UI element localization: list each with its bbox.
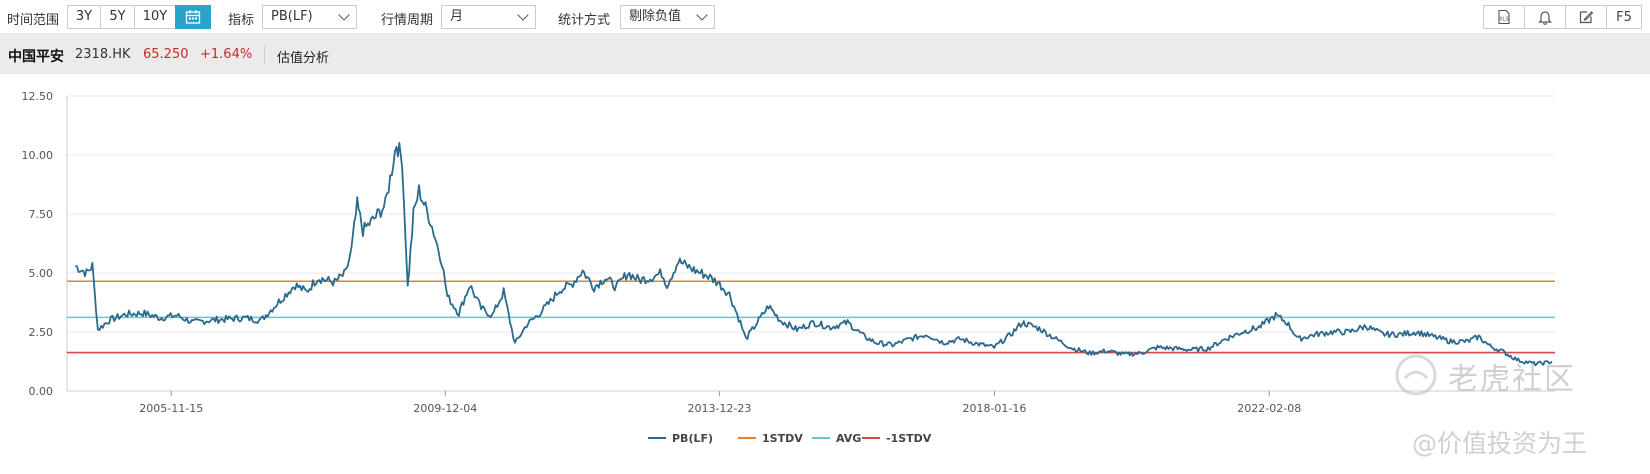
chart-series — [67, 142, 1555, 367]
stat-method-select[interactable]: 剔除负值 — [620, 5, 715, 29]
xls-export-icon: XLS — [1498, 9, 1510, 25]
x-axis: 2005-11-15 2009-12-04 2013-12-23 2018-01-16… — [67, 390, 1555, 415]
toolbar: 时间范围 3Y 5Y 10Y 指标 PB(LF) 行情周期 月 统计方式 剔除负… — [0, 0, 1650, 34]
range-10y-button[interactable]: 10Y — [134, 5, 176, 29]
chevron-down-icon — [338, 9, 350, 21]
bell-icon — [1538, 11, 1552, 25]
chart-grid — [67, 95, 1555, 392]
stat-method-select-value: 剔除负值 — [629, 9, 682, 24]
edit-icon — [1579, 11, 1594, 24]
y-axis: 12.50 10.00 7.50 5.00 2.50 0.00 — [22, 90, 68, 398]
legend-item-1stdv[interactable]: -1STDV — [862, 432, 932, 445]
x-tick-label: 2022-02-08 — [1237, 402, 1301, 415]
period-select-value: 月 — [450, 9, 464, 24]
indicator-label: 指标 — [228, 13, 255, 28]
chart-legend: PB(LF) 1STDV AVG -1STDV — [648, 432, 932, 445]
indicator-select[interactable]: PB(LF) — [262, 5, 357, 29]
legend-item-pblf[interactable]: PB(LF) — [648, 432, 713, 445]
time-range-selector: 3Y 5Y 10Y — [67, 5, 211, 29]
alert-button[interactable] — [1524, 5, 1566, 29]
x-tick-label: 2018-01-16 — [962, 402, 1026, 415]
legend-label: -1STDV — [886, 432, 932, 445]
calendar-button[interactable] — [175, 5, 211, 29]
export-xls-button[interactable]: XLS — [1483, 5, 1525, 29]
refresh-f5-button[interactable]: F5 — [1606, 5, 1642, 29]
series-pb-lf-line — [75, 142, 1553, 367]
stock-price: 65.250 — [143, 47, 189, 62]
y-tick-label: 12.50 — [22, 90, 54, 103]
legend-label: 1STDV — [762, 432, 803, 445]
y-tick-label: 7.50 — [29, 208, 54, 221]
y-tick-label: 5.00 — [29, 267, 54, 280]
y-tick-label: 2.50 — [29, 326, 54, 339]
stock-change: +1.64% — [200, 47, 253, 62]
time-range-label: 时间范围 — [7, 13, 60, 28]
x-tick-label: 2013-12-23 — [687, 402, 751, 415]
quote-bar: 中国平安 2318.HK 65.250 +1.64% 估值分析 — [0, 34, 1650, 74]
x-tick-label: 2005-11-15 — [139, 402, 203, 415]
range-5y-button[interactable]: 5Y — [100, 5, 135, 29]
legend-label: AVG — [836, 432, 861, 445]
y-tick-label: 10.00 — [22, 149, 54, 162]
range-3y-button[interactable]: 3Y — [67, 5, 101, 29]
tool-icons: XLS F5 — [1483, 5, 1642, 29]
legend-label: PB(LF) — [672, 432, 713, 445]
chevron-down-icon — [517, 9, 529, 21]
chevron-down-icon — [696, 9, 708, 21]
calendar-icon — [185, 10, 201, 24]
period-select[interactable]: 月 — [441, 5, 536, 29]
indicator-select-value: PB(LF) — [271, 9, 313, 24]
divider — [264, 46, 265, 64]
stock-name: 中国平安 — [8, 49, 64, 65]
legend-item-1stdv[interactable]: 1STDV — [738, 432, 803, 445]
stat-method-label: 统计方式 — [558, 13, 611, 28]
period-label: 行情周期 — [381, 13, 434, 28]
legend-item-avg[interactable]: AVG — [812, 432, 861, 445]
y-tick-label: 0.00 — [29, 385, 54, 398]
x-tick-label: 2009-12-04 — [413, 402, 477, 415]
stock-code: 2318.HK — [75, 47, 131, 62]
tab-valuation-analysis[interactable]: 估值分析 — [277, 51, 330, 66]
edit-button[interactable] — [1565, 5, 1607, 29]
svg-text:XLS: XLS — [1499, 17, 1508, 23]
